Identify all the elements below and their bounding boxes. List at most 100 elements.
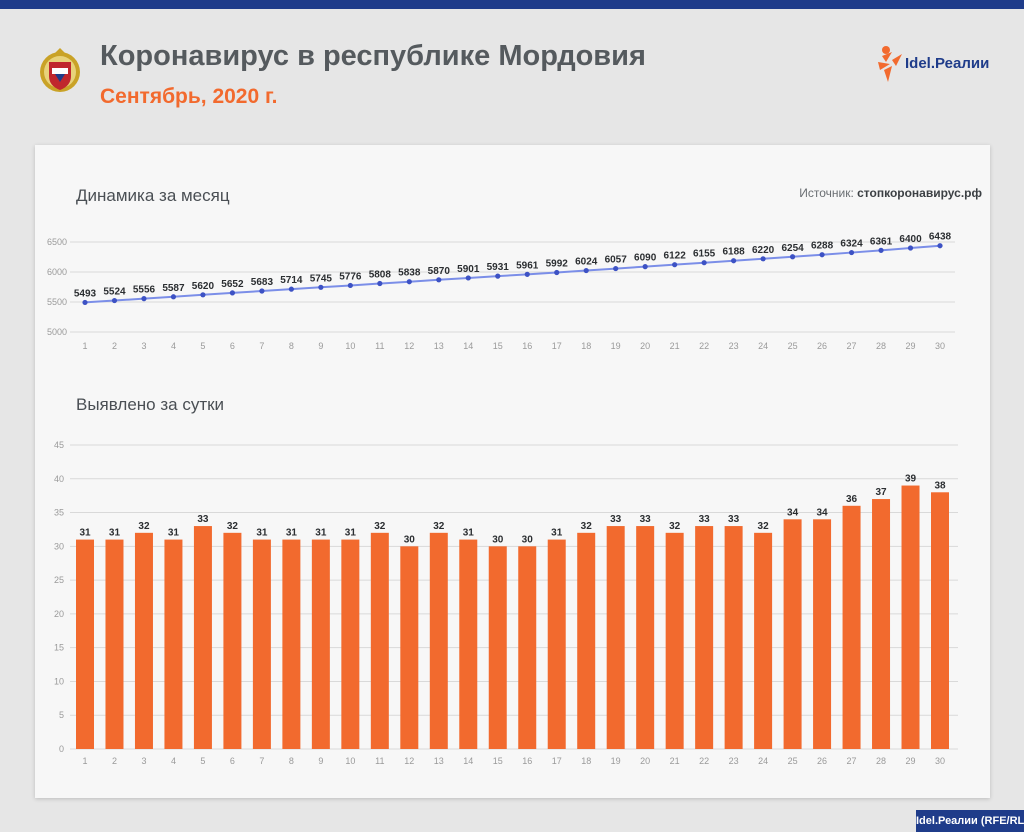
bar-data-label: 38 (934, 480, 946, 491)
top-accent-bar (0, 0, 1024, 9)
bar-x-tick-label: 7 (259, 756, 264, 766)
line-data-label: 6155 (693, 249, 716, 260)
bar-x-tick-label: 29 (906, 756, 916, 766)
bar-data-label: 32 (758, 521, 770, 532)
line-data-label: 5808 (369, 270, 392, 281)
line-data-label: 5745 (310, 273, 333, 284)
bar-y-tick-label: 20 (54, 609, 64, 619)
line-x-tick-label: 3 (141, 341, 146, 351)
bar-data-label: 32 (138, 521, 150, 532)
bar-data-label: 31 (168, 528, 180, 539)
bar (931, 492, 949, 749)
bar (311, 539, 330, 749)
line-point (819, 252, 825, 258)
line-data-label: 5587 (162, 283, 185, 294)
bar-data-label: 31 (109, 528, 121, 539)
bar-x-tick-label: 16 (522, 756, 532, 766)
credit-badge: Idel.Реалии (RFE/RL) (916, 810, 1024, 832)
line-data-label: 6438 (929, 232, 952, 243)
bar (636, 526, 655, 749)
bar-x-tick-label: 14 (463, 756, 473, 766)
line-point (495, 273, 501, 279)
line-x-tick-label: 19 (611, 341, 621, 351)
bar-x-tick-label: 3 (141, 756, 146, 766)
line-x-tick-label: 9 (318, 341, 323, 351)
line-data-label: 5776 (339, 271, 362, 282)
bar-x-tick-label: 28 (876, 756, 886, 766)
bar-x-tick-label: 11 (375, 756, 384, 766)
bar-x-tick-label: 4 (171, 756, 176, 766)
bar-x-tick-label: 23 (729, 756, 739, 766)
line-point (377, 280, 383, 287)
source-note: Источник: стопкоронавирус.рф (799, 186, 982, 200)
bar-x-tick-label: 17 (552, 756, 562, 766)
source-value: стопкоронавирус.рф (857, 186, 982, 200)
bar-x-tick-label: 21 (670, 756, 680, 766)
bar-x-tick-label: 9 (318, 756, 323, 766)
bar-x-tick-label: 27 (847, 756, 857, 766)
line-x-tick-label: 16 (522, 341, 532, 351)
bar (842, 505, 861, 749)
bar (193, 526, 212, 749)
line-point (318, 284, 324, 290)
line-point (672, 262, 678, 268)
bar-data-label: 34 (817, 507, 829, 518)
bar-x-tick-label: 24 (758, 756, 768, 766)
bar-y-tick-label: 40 (54, 474, 64, 484)
bar (282, 539, 301, 749)
bar (724, 526, 743, 749)
bar (872, 499, 891, 749)
bar-chart-title: Выявлено за сутки (76, 395, 225, 414)
line-x-tick-label: 20 (640, 341, 650, 351)
line-x-tick-label: 15 (493, 341, 503, 351)
bar (695, 526, 714, 749)
line-point (848, 249, 855, 256)
bar-x-tick-label: 1 (82, 756, 87, 766)
line-point (613, 265, 619, 272)
line-x-tick-label: 23 (729, 341, 739, 351)
line-point (789, 254, 796, 260)
idel-realii-logo-icon (878, 46, 902, 82)
line-data-label: 6024 (575, 257, 598, 268)
line-data-label: 5524 (103, 287, 126, 298)
line-data-label: 6122 (664, 251, 687, 262)
line-point (701, 260, 707, 266)
line-x-tick-label: 10 (345, 341, 355, 351)
bar-data-label: 30 (404, 534, 416, 545)
bar-x-tick-label: 18 (581, 756, 591, 766)
bar-y-tick-label: 30 (54, 541, 64, 551)
source-label: Источник: (799, 186, 854, 200)
line-x-tick-label: 17 (552, 341, 562, 351)
line-x-tick-label: 7 (259, 341, 264, 351)
bar (400, 546, 419, 749)
line-data-label: 5838 (398, 268, 421, 279)
bar-y-tick-label: 0 (59, 744, 64, 754)
bar (547, 539, 566, 749)
bar-x-tick-label: 5 (200, 756, 205, 766)
line-x-tick-label: 1 (82, 341, 87, 351)
bar-data-label: 32 (227, 521, 239, 532)
line-data-label: 5556 (133, 285, 156, 296)
line-data-label: 5493 (74, 288, 97, 299)
page-title: Коронавирус в республике Мордовия (100, 40, 646, 72)
mordovia-emblem-icon (40, 48, 80, 92)
line-chart-title: Динамика за месяц (76, 186, 230, 205)
line-point (642, 264, 648, 270)
line-x-tick-label: 25 (788, 341, 798, 351)
line-data-label: 5870 (428, 266, 451, 277)
bar (134, 532, 153, 749)
bar-data-label: 33 (197, 514, 209, 525)
bar (370, 532, 389, 749)
line-point (200, 292, 206, 298)
bar (429, 532, 448, 749)
line-point (229, 290, 236, 296)
line-data-label: 5620 (192, 281, 215, 292)
bar (105, 539, 124, 749)
bar (901, 485, 920, 749)
bar-x-tick-label: 19 (611, 756, 621, 766)
bar (223, 532, 242, 749)
line-point (760, 256, 766, 262)
line-data-label: 5652 (221, 279, 244, 290)
line-data-label: 6220 (752, 245, 775, 256)
